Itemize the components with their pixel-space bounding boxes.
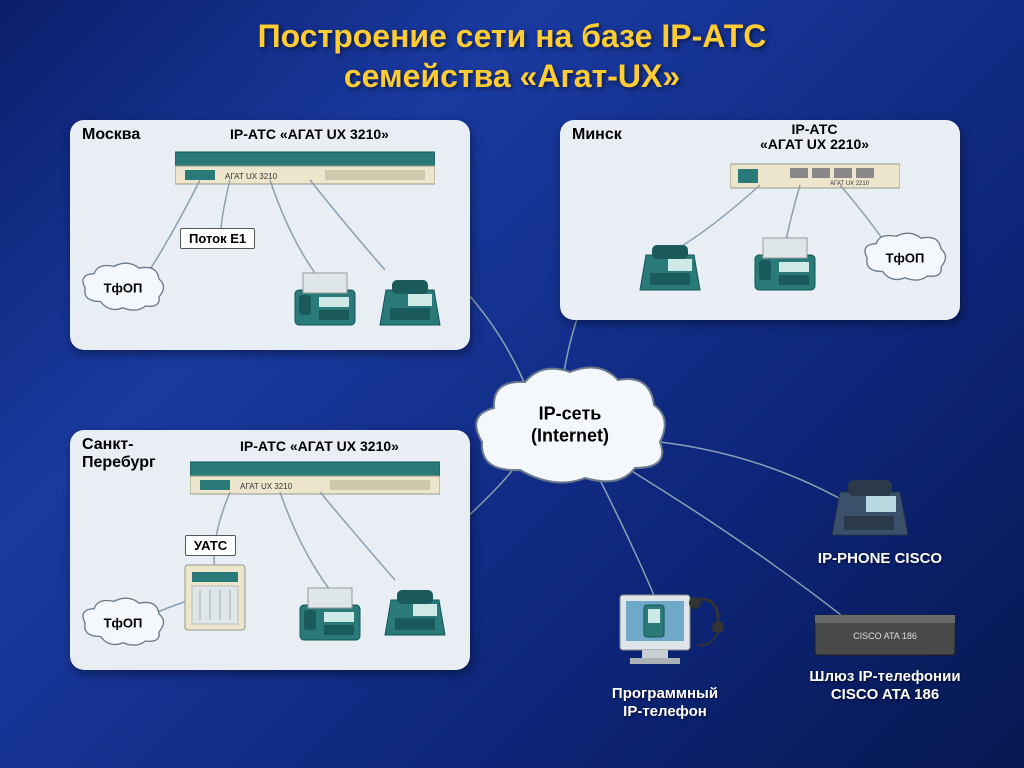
device-ip-phone-cisco [820, 470, 920, 550]
cloud-internet: IP-сеть (Internet) [470, 360, 670, 490]
panel-spb: Санкт- Перебург IP-АТС «АГАТ UX 3210» АГ… [70, 430, 470, 670]
device-fax-spb [290, 580, 370, 650]
label-ip-phone-cisco: IP-PHONE CISCO [800, 550, 960, 567]
pstn-minsk-label: ТфОП [860, 251, 950, 266]
internet-line-1: IP-сеть [539, 403, 602, 423]
tag-stream-e1: Поток Е1 [180, 228, 255, 249]
page-title: Построение сети на базе IP-АТС семейства… [0, 0, 1024, 104]
diagram-canvas: Москва IP-АТС «АГАТ UX 3210» АГАТ UX 321… [0, 110, 1024, 768]
tag-uats: УАТС [185, 535, 236, 556]
device-fax-moscow [285, 265, 365, 335]
gateway-line-2: CISCO ATA 186 [831, 686, 939, 703]
device-fax-minsk [745, 230, 825, 300]
device-phone-spb [375, 580, 455, 650]
soft-phone-line-1: Программный [612, 685, 718, 702]
device-cisco-ata-186: CISCO ATA 186 [810, 605, 960, 665]
soft-phone-line-2: IP-телефон [623, 703, 707, 720]
cloud-pstn-moscow: ТфОП [78, 260, 168, 316]
cloud-pstn-minsk: ТфОП [860, 230, 950, 286]
label-cisco-ata: Шлюз IP-телефонии CISCO ATA 186 [790, 668, 980, 704]
cloud-pstn-spb: ТфОП [78, 595, 168, 651]
gateway-line-1: Шлюз IP-телефонии [809, 668, 960, 685]
device-phone-moscow [370, 270, 450, 340]
device-uats-box [180, 560, 250, 635]
pstn-moscow-label: ТфОП [78, 281, 168, 296]
panel-moscow: Москва IP-АТС «АГАТ UX 3210» АГАТ UX 321… [70, 120, 470, 350]
label-soft-phone: Программный IP-телефон [580, 685, 750, 721]
svg-text:CISCO ATA 186: CISCO ATA 186 [853, 631, 917, 641]
internet-line-2: (Internet) [531, 425, 609, 445]
title-line-1: Построение сети на базе IP-АТС [258, 18, 767, 54]
panel-minsk: Минск IP-АТС «АГАТ UX 2210» АГАТ UX 2210 [560, 120, 960, 320]
title-line-2: семейства «Агат-UX» [344, 58, 680, 94]
device-soft-phone [600, 575, 730, 685]
device-phone-minsk [630, 235, 710, 305]
pstn-spb-label: ТфОП [78, 616, 168, 631]
cloud-internet-label: IP-сеть (Internet) [470, 403, 670, 446]
